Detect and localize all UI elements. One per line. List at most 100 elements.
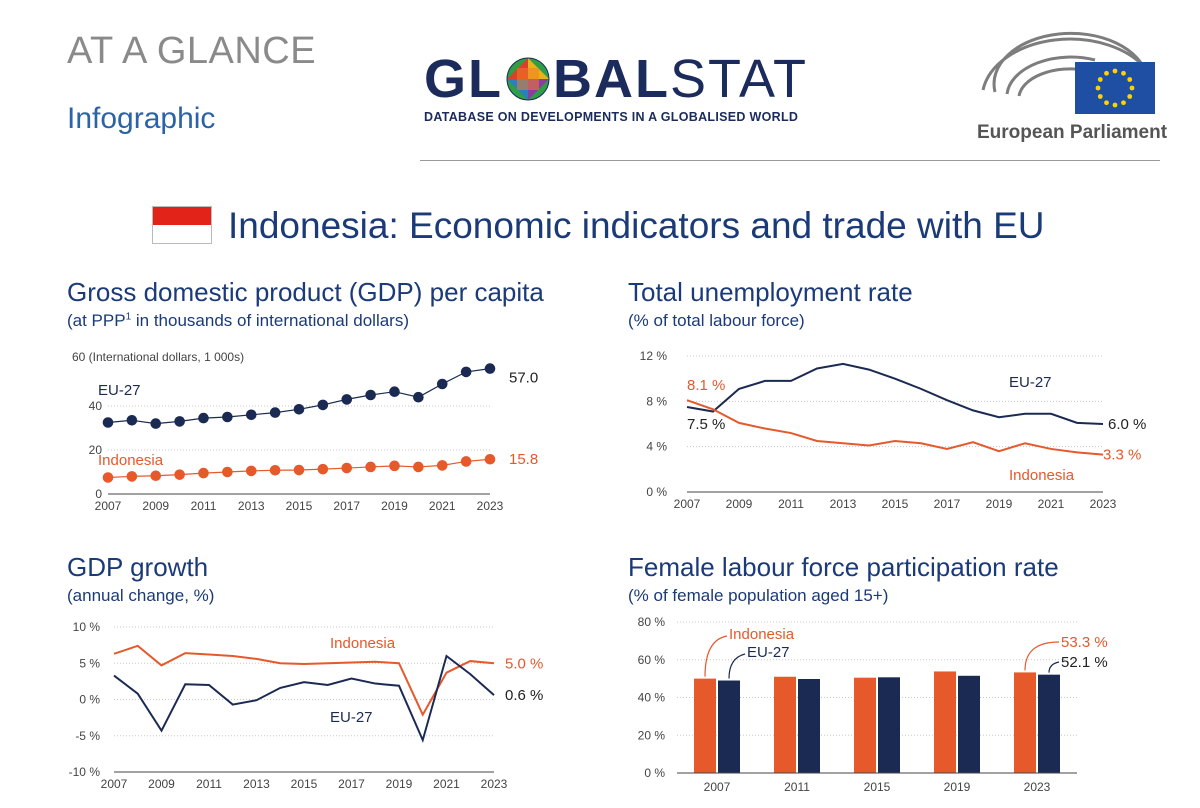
y-tick-label: 10 % <box>73 620 101 634</box>
series-label-eu-27: EU-27 <box>1009 374 1052 391</box>
x-tick-label: 2019 <box>944 780 971 794</box>
panel-gdp-title: Gross domestic product (GDP) per capita <box>67 277 544 307</box>
data-point-indonesia <box>293 464 305 476</box>
callout-eu-27 <box>728 653 746 679</box>
data-point-eu-27 <box>436 378 448 390</box>
institution-name: European Parliament <box>977 122 1168 143</box>
y-tick-label: 0 <box>95 487 102 501</box>
series-line-eu-27 <box>107 368 491 425</box>
panel-unemployment: Total unemployment rate (% of total labo… <box>628 278 913 331</box>
callout-end-indonesia <box>1024 641 1060 671</box>
x-tick-label: 2009 <box>726 497 753 511</box>
data-point-indonesia <box>413 461 424 473</box>
series-line-indonesia <box>686 399 1104 456</box>
x-tick-label: 2015 <box>291 777 318 791</box>
y-tick-label: 20 <box>89 443 103 457</box>
y-tick-label: 8 % <box>646 394 667 408</box>
unemployment-chart: 0 % 4 % 8 % 12 % 2007 2009 2011 2013 2015 2017 201… <box>640 349 1147 511</box>
panel-gdp-subtitle-b: in thousands of international dollars) <box>131 310 409 330</box>
x-tick-label: 2011 <box>191 499 217 513</box>
header-left: AT A GLANCE Infographic <box>67 32 316 134</box>
eu-star <box>1097 94 1103 99</box>
y-tick-label: 60 % <box>638 653 666 667</box>
x-tick-label: 2011 <box>778 497 804 511</box>
panel-unemployment-title: Total unemployment rate <box>628 277 913 307</box>
data-point-eu-27 <box>317 399 329 411</box>
eu-star <box>1127 77 1133 82</box>
y-tick-label: -5 % <box>75 729 100 743</box>
series-line-eu-27 <box>113 654 495 744</box>
eu-star <box>1121 100 1126 106</box>
bar-indonesia <box>854 677 876 773</box>
eu-star <box>1121 70 1126 76</box>
bar-eu-27 <box>798 679 820 773</box>
x-tick-label: 2007 <box>95 499 122 513</box>
x-tick-label: 2015 <box>864 780 891 794</box>
panel-gdp: Gross domestic product (GDP) per capita … <box>67 278 544 331</box>
bar-eu-27 <box>958 675 980 773</box>
data-point-indonesia <box>341 462 353 474</box>
data-point-eu-27 <box>174 416 185 427</box>
series-label-eu-27: EU-27 <box>330 709 373 726</box>
eu-star <box>1095 85 1101 91</box>
eu-stars-icon <box>1095 68 1135 108</box>
page-title: Indonesia: Economic indicators and trade… <box>228 205 1045 246</box>
gdp-chart: 0 20 40 2007 2009 2011 2013 2015 2017 2019 2021 202… <box>72 350 538 513</box>
y-tick-label: 40 % <box>638 691 666 705</box>
data-point-eu-27 <box>222 411 233 423</box>
logo-part-2: BAL <box>553 49 670 109</box>
callout-end-eu-27 <box>1048 661 1060 673</box>
data-point-eu-27 <box>126 415 138 426</box>
data-point-indonesia <box>389 460 400 472</box>
logo-part-3: STAT <box>669 49 808 109</box>
data-point-indonesia <box>222 466 233 478</box>
x-tick-label: 2021 <box>1038 497 1065 511</box>
logo-part-1: GL <box>424 49 503 109</box>
x-tick-label: 2013 <box>238 499 265 513</box>
y-tick-label: -10 % <box>69 765 101 779</box>
eu-star <box>1104 100 1109 106</box>
data-point-indonesia <box>484 453 496 465</box>
data-point-indonesia <box>365 461 376 473</box>
kicker: AT A GLANCE <box>67 30 317 72</box>
hemicycle-icon <box>981 31 1149 97</box>
series-label-indonesia: Indonesia <box>729 626 795 643</box>
series-line-eu-27 <box>686 362 1104 425</box>
y-tick-label: 0 % <box>79 693 100 707</box>
eu-star <box>1104 70 1109 76</box>
bar-indonesia <box>774 676 796 773</box>
x-tick-label: 2013 <box>830 497 857 511</box>
data-point-indonesia <box>460 456 472 467</box>
data-point-eu-27 <box>269 407 281 418</box>
x-tick-label: 2007 <box>704 780 731 794</box>
x-tick-label: 2019 <box>986 497 1013 511</box>
data-point-eu-27 <box>198 412 209 424</box>
y-tick-label: 20 % <box>638 728 666 742</box>
data-point-eu-27 <box>413 391 424 403</box>
eu-star <box>1129 85 1135 91</box>
panel-growth: GDP growth (annual change, %) <box>67 553 214 606</box>
series-label-indonesia: Indonesia <box>1009 467 1075 484</box>
data-point-eu-27 <box>389 386 400 397</box>
x-tick-label: 2009 <box>142 499 169 513</box>
data-point-eu-27 <box>245 409 257 421</box>
x-tick-label: 2007 <box>674 497 701 511</box>
end-label-eu-27: 0.6 % <box>505 687 543 704</box>
panel-gdp-subtitle: (at PPP1 in thousands of international d… <box>67 311 544 331</box>
panel-growth-title: GDP growth <box>67 552 209 582</box>
series-label-indonesia: Indonesia <box>98 452 164 469</box>
bar-eu-27 <box>1038 674 1060 773</box>
bar-eu-27 <box>878 677 900 773</box>
footnote-marker: 1 <box>125 310 132 322</box>
data-point-eu-27 <box>365 389 376 401</box>
x-tick-label: 2013 <box>243 777 270 791</box>
end-label-eu-27: 6.0 % <box>1108 416 1146 433</box>
data-point-indonesia <box>126 471 138 482</box>
eu-star <box>1112 102 1118 108</box>
data-point-eu-27 <box>293 404 305 415</box>
data-point-indonesia <box>317 463 329 475</box>
x-tick-label: 2015 <box>882 497 909 511</box>
bar-eu-27 <box>718 680 740 773</box>
y-tick-label: 0 % <box>646 485 667 499</box>
panel-gdp-subtitle-a: (at PPP <box>67 310 126 330</box>
